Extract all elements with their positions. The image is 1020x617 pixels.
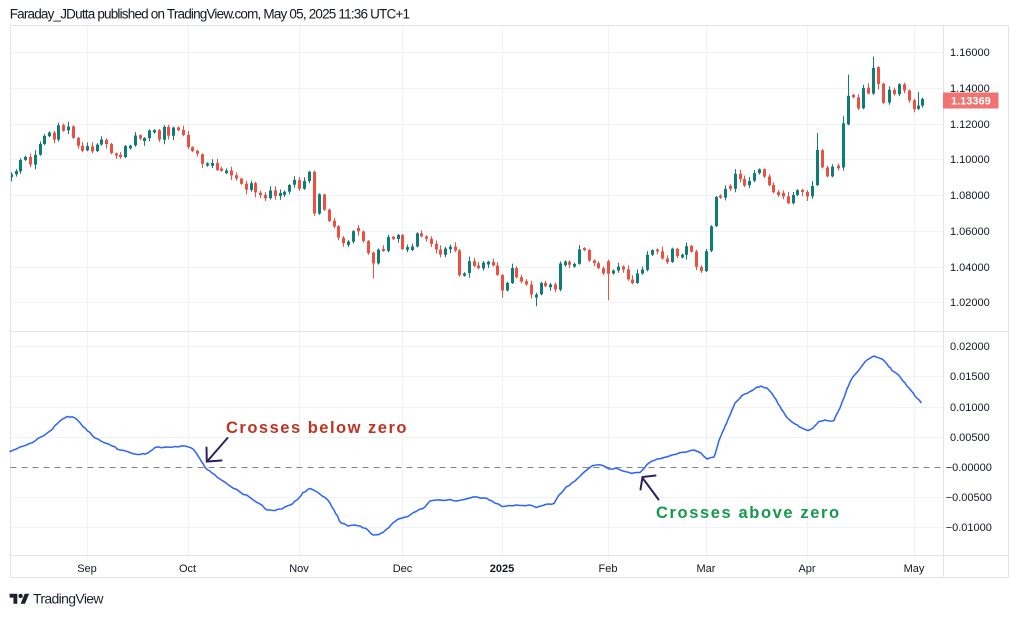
svg-text:Nov: Nov [289, 563, 309, 575]
svg-text:Faraday_JDutta published on Tr: Faraday_JDutta published on TradingView.… [10, 7, 410, 22]
svg-text:0.00500: 0.00500 [950, 432, 990, 444]
svg-text:1.06000: 1.06000 [950, 226, 990, 238]
svg-text:−0.01000: −0.01000 [946, 522, 992, 534]
svg-text:1.02000: 1.02000 [950, 297, 990, 309]
svg-text:1.13369: 1.13369 [951, 96, 991, 108]
svg-text:1.10000: 1.10000 [950, 154, 990, 166]
svg-text:Oct: Oct [179, 563, 196, 575]
svg-text:Crosses below zero: Crosses below zero [226, 419, 408, 437]
svg-text:1.14000: 1.14000 [950, 83, 990, 95]
svg-text:1.08000: 1.08000 [950, 190, 990, 202]
svg-text:Apr: Apr [798, 563, 815, 575]
svg-text:−0.00000: −0.00000 [946, 462, 992, 474]
svg-text:0.02000: 0.02000 [950, 341, 990, 353]
svg-text:1.04000: 1.04000 [950, 262, 990, 274]
svg-text:1.12000: 1.12000 [950, 119, 990, 131]
svg-text:2025: 2025 [490, 563, 514, 575]
svg-text:0.01500: 0.01500 [950, 371, 990, 383]
svg-text:−0.00500: −0.00500 [946, 492, 992, 504]
svg-text:Sep: Sep [77, 563, 97, 575]
svg-text:Feb: Feb [599, 563, 618, 575]
svg-text:May: May [904, 563, 925, 575]
svg-text:Crosses above zero: Crosses above zero [656, 504, 841, 522]
svg-text:1.16000: 1.16000 [950, 47, 990, 59]
svg-text:0.01000: 0.01000 [950, 402, 990, 414]
svg-text:Mar: Mar [697, 563, 716, 575]
svg-text:TradingView: TradingView [33, 591, 104, 607]
svg-text:Dec: Dec [393, 563, 413, 575]
